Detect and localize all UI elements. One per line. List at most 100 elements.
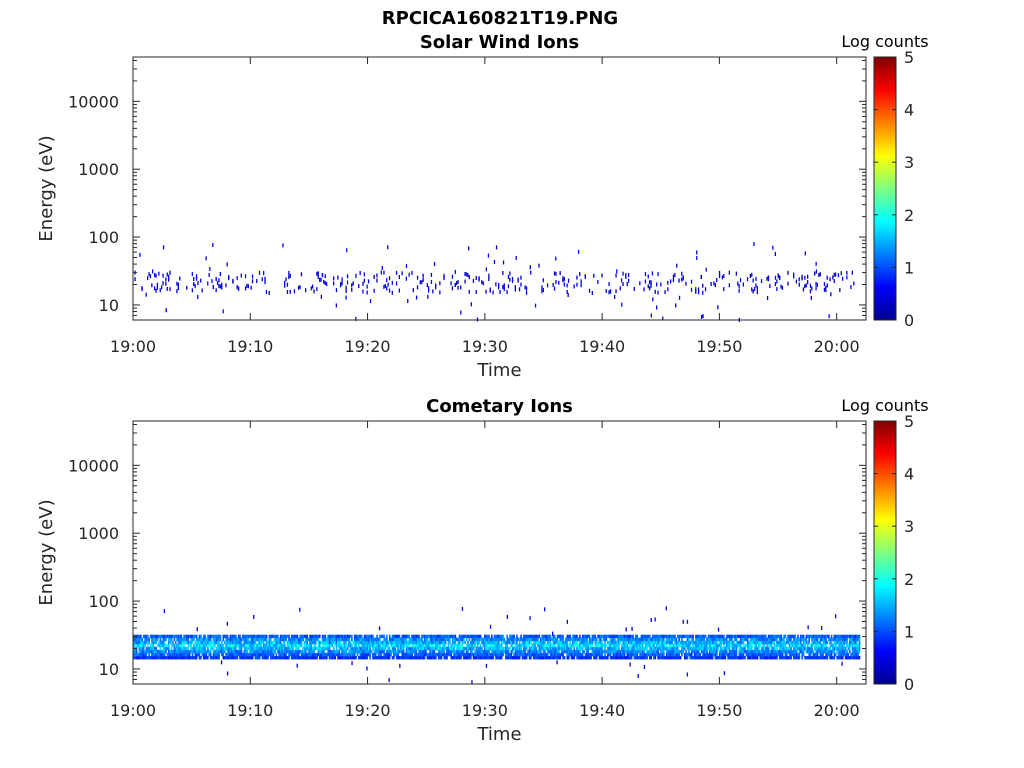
data-cell — [848, 649, 851, 654]
data-cell — [346, 656, 349, 660]
data-cell — [572, 637, 574, 642]
data-cell — [484, 640, 486, 645]
data-cell — [626, 282, 628, 287]
data-cell — [579, 634, 581, 639]
data-cell — [477, 649, 479, 654]
data-cell — [643, 637, 645, 642]
data-cell — [421, 640, 423, 645]
data-cell — [246, 649, 248, 654]
data-cell — [814, 637, 816, 642]
data-cell — [152, 269, 154, 274]
data-cell — [818, 643, 820, 648]
data-cell — [773, 634, 775, 639]
data-cell — [485, 637, 487, 642]
data-cell — [412, 288, 414, 293]
data-cell — [807, 625, 809, 630]
data-cell — [521, 640, 524, 645]
data-cell — [244, 652, 247, 657]
data-cell — [198, 640, 201, 645]
data-cell — [461, 646, 464, 651]
data-cell — [544, 637, 546, 642]
data-cell — [758, 640, 760, 645]
data-cell — [759, 634, 762, 639]
data-cell — [303, 646, 306, 651]
data-cell — [180, 634, 183, 639]
data-cell — [570, 656, 573, 660]
data-cell — [415, 640, 418, 645]
data-cell — [668, 643, 671, 648]
data-cell — [598, 640, 601, 645]
data-cell — [186, 634, 188, 639]
data-cell — [830, 649, 833, 654]
data-cell — [544, 649, 546, 654]
data-cell — [535, 637, 538, 642]
data-cell — [815, 286, 817, 291]
spectrogram-data — [133, 606, 861, 685]
data-cell — [814, 271, 816, 276]
data-cell — [152, 646, 155, 651]
figure-title: RPCICA160821T19.PNG — [382, 8, 618, 29]
data-cell — [808, 646, 810, 651]
data-cell — [544, 634, 546, 639]
data-cell — [222, 643, 225, 648]
data-cell — [243, 652, 246, 657]
data-cell — [470, 649, 472, 654]
data-cell — [553, 649, 556, 654]
data-cell — [188, 640, 191, 645]
data-cell — [573, 640, 576, 645]
data-cell — [811, 646, 813, 651]
data-cell — [833, 646, 836, 651]
data-cell — [625, 634, 627, 639]
data-cell — [795, 640, 798, 645]
data-cell — [531, 652, 534, 657]
data-cell — [709, 634, 711, 639]
data-cell — [597, 646, 599, 651]
data-cell — [148, 272, 150, 277]
data-cell — [313, 637, 315, 642]
data-cell — [251, 637, 254, 642]
data-cell — [133, 643, 135, 648]
data-cell — [232, 652, 234, 657]
data-cell — [419, 637, 422, 642]
data-cell — [292, 637, 294, 642]
data-cell — [230, 652, 233, 657]
data-cell — [365, 656, 367, 660]
data-cell — [788, 656, 791, 660]
data-cell — [138, 649, 141, 654]
data-cell — [734, 656, 736, 660]
data-cell — [650, 640, 652, 645]
data-cell — [686, 656, 689, 660]
data-cell — [314, 652, 317, 657]
data-cell — [387, 649, 390, 654]
data-cell — [509, 656, 511, 660]
data-cell — [423, 652, 426, 657]
data-cell — [609, 637, 612, 642]
data-cell — [706, 643, 708, 648]
data-cell — [549, 634, 552, 639]
data-cell — [393, 656, 395, 660]
data-cell — [256, 646, 258, 651]
data-cell — [749, 640, 752, 645]
data-cell — [728, 283, 730, 288]
data-cell — [187, 646, 190, 651]
data-cell — [647, 634, 650, 639]
data-cell — [477, 646, 479, 651]
data-cell — [429, 643, 431, 648]
data-cell — [327, 652, 329, 657]
data-cell — [296, 643, 299, 648]
data-cell — [752, 289, 754, 294]
data-cell — [786, 656, 788, 660]
data-cell — [152, 634, 155, 639]
data-cell — [636, 656, 638, 660]
data-cell — [826, 649, 829, 654]
data-cell — [628, 652, 630, 657]
data-cell — [137, 643, 139, 648]
data-cell — [204, 646, 206, 651]
data-cell — [265, 652, 268, 657]
data-cell — [579, 272, 581, 277]
data-cell — [646, 649, 648, 654]
data-cell — [496, 646, 499, 651]
data-cell — [278, 649, 280, 654]
data-cell — [313, 646, 315, 651]
data-cell — [594, 643, 597, 648]
